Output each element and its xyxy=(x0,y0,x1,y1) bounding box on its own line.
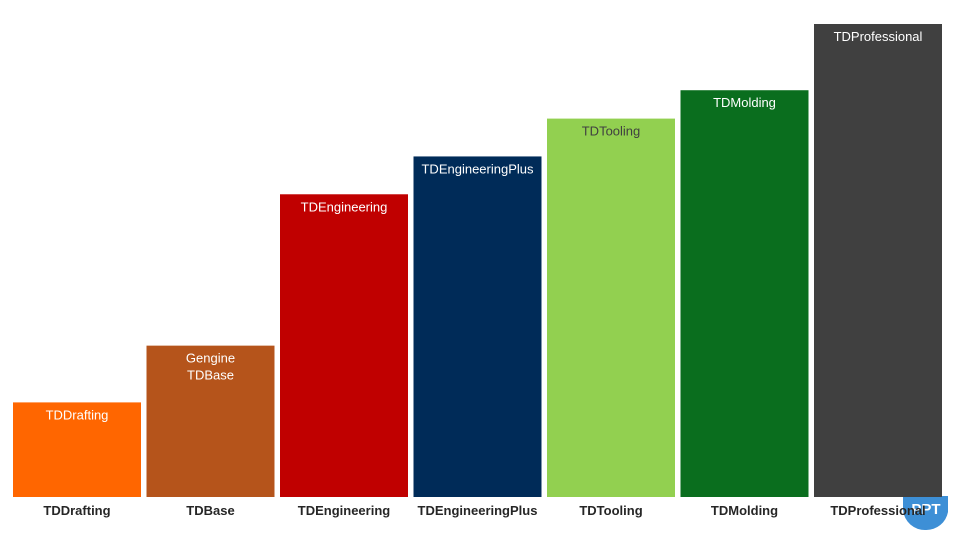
bar-label-tdtooling: TDTooling xyxy=(582,124,641,139)
bar-tdmolding xyxy=(680,90,809,497)
logo-text: PPT xyxy=(911,501,940,518)
bar-group-tdtooling: TDTooling TDTooling xyxy=(547,118,675,518)
bar-label-tdengineeringplus: TDEngineeringPlus xyxy=(421,161,534,176)
bar-group-tdengineeringplus: TDEngineeringPlus TDEngineeringPlus xyxy=(413,156,542,518)
bar-label-tdbase-1: Gengine xyxy=(186,351,235,366)
x-tick-label-tdtooling: TDTooling xyxy=(579,503,642,518)
x-tick-label-tdengineering: TDEngineering xyxy=(298,503,391,518)
bar-group-tdengineering: TDEngineering TDEngineering xyxy=(280,194,408,518)
bar-tdtooling xyxy=(547,118,675,497)
bar-label-tdprofessional: TDProfessional xyxy=(834,29,923,44)
x-tick-label-tddrafting: TDDrafting xyxy=(43,503,110,518)
bar-tdengineering xyxy=(280,194,408,497)
bar-label-tdmolding: TDMolding xyxy=(713,95,776,110)
logo-badge-shape xyxy=(903,496,948,531)
bar-group-tdprofessional: TDProfessional TDProfessional xyxy=(814,24,942,518)
bar-label-tdbase-2: TDBase xyxy=(187,368,234,383)
bar-group-tdbase: Gengine TDBase TDBase xyxy=(146,345,275,518)
x-tick-label-tdmolding: TDMolding xyxy=(711,503,778,518)
x-tick-label-tdbase: TDBase xyxy=(186,503,234,518)
bar-group-tddrafting: TDDrafting TDDrafting xyxy=(13,402,141,518)
bar-tdbase xyxy=(146,345,275,497)
bar-group-tdmolding: TDMolding TDMolding xyxy=(680,90,809,518)
bar-label-tdengineering: TDEngineering xyxy=(301,199,388,214)
bar-tddrafting xyxy=(13,402,141,497)
x-tick-label-tdprofessional: TDProfessional xyxy=(830,503,925,518)
bar-tdengineeringplus xyxy=(413,156,542,497)
bar-label-tddrafting: TDDrafting xyxy=(46,407,109,422)
ppt-logo-icon: PPT xyxy=(903,496,948,531)
bar-tdprofessional xyxy=(814,24,942,497)
x-tick-label-tdengineeringplus: TDEngineeringPlus xyxy=(418,503,538,518)
